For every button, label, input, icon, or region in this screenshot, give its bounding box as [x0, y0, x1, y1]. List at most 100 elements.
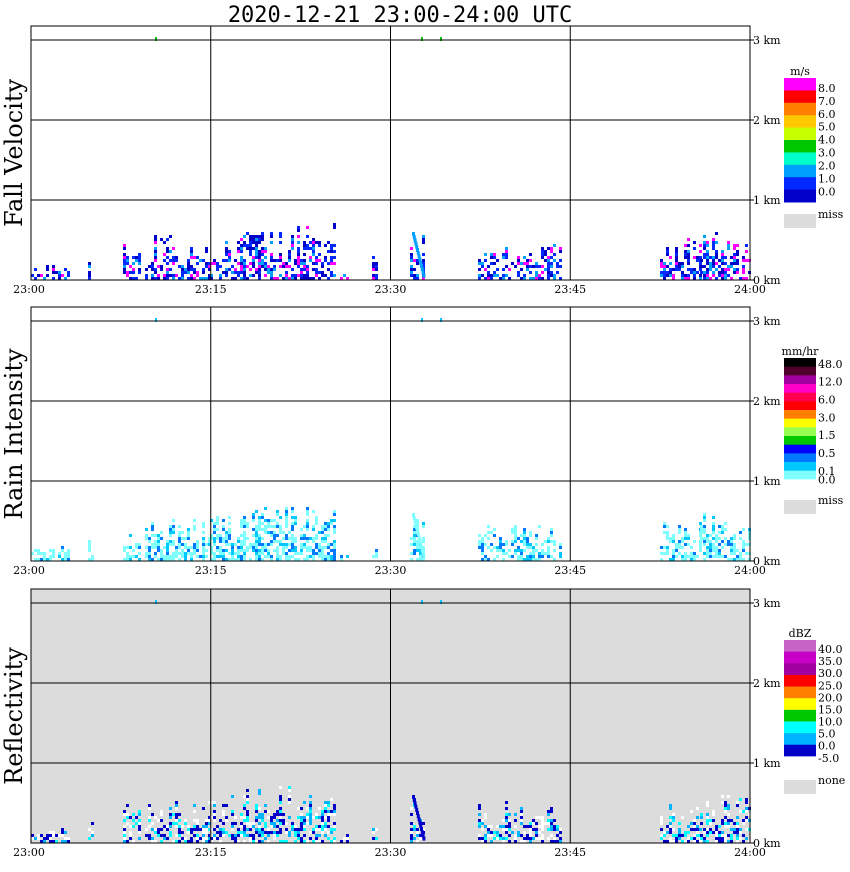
echo-cell	[190, 274, 193, 277]
echo-cell	[375, 274, 378, 277]
echo-cell	[340, 277, 343, 280]
echo-cell	[715, 262, 718, 265]
echo-cell	[148, 549, 151, 552]
echo-cell	[148, 807, 151, 810]
echo-cell	[216, 825, 219, 828]
echo-cell	[123, 831, 126, 834]
echo-cell	[258, 813, 261, 816]
echo-cell	[736, 825, 739, 828]
echo-cell	[547, 552, 550, 555]
echo-cell	[730, 840, 733, 843]
echo-cell	[208, 274, 211, 277]
echo-cell	[240, 259, 243, 262]
echo-cell	[228, 250, 231, 253]
echo-cell	[246, 522, 249, 525]
legend-swatch	[784, 384, 816, 394]
echo-cell	[123, 546, 126, 549]
echo-cell	[132, 271, 135, 274]
echo-cell	[505, 819, 508, 822]
echo-cell	[672, 834, 675, 837]
echo-cell	[123, 549, 126, 552]
echo-cell	[219, 540, 222, 543]
echo-cell	[699, 277, 702, 280]
echo-cell	[264, 528, 267, 531]
echo-cell	[315, 543, 318, 546]
legend-swatch	[784, 401, 816, 411]
echo-cell	[703, 558, 706, 561]
echo-cell	[678, 834, 681, 837]
echo-cell	[172, 262, 175, 265]
echo-cell	[481, 837, 484, 840]
echo-cell	[700, 271, 703, 274]
echo-cell	[282, 819, 285, 822]
echo-cell	[135, 816, 138, 819]
echo-cell	[413, 837, 416, 840]
echo-cell	[736, 801, 739, 804]
echo-cell	[340, 840, 343, 843]
echo-cell	[681, 262, 684, 265]
echo-cell	[273, 831, 276, 834]
echo-cell	[261, 831, 264, 834]
echo-cell	[321, 819, 324, 822]
echo-cell	[252, 837, 255, 840]
echo-cell	[559, 840, 562, 843]
echo-cell	[742, 543, 745, 546]
echo-cell	[303, 543, 306, 546]
echo-cell	[693, 552, 696, 555]
echo-cell	[252, 528, 255, 531]
echo-cell	[216, 837, 219, 840]
echo-cell	[330, 244, 333, 247]
echo-cell	[243, 540, 246, 543]
echo-cell	[210, 552, 213, 555]
echo-cell	[499, 546, 502, 549]
echo-cell	[303, 822, 306, 825]
echo-cell	[699, 244, 702, 247]
legend-miss-label: none	[818, 774, 845, 787]
echo-cell	[216, 268, 219, 271]
echo-cell	[706, 271, 709, 274]
echo-cell	[243, 795, 246, 798]
echo-cell	[410, 543, 413, 546]
echo-cell	[706, 828, 709, 831]
echo-cell	[675, 256, 678, 259]
echo-cell	[246, 798, 249, 801]
echo-cell	[312, 831, 315, 834]
echo-cell	[225, 268, 228, 271]
echo-cell	[730, 265, 733, 268]
echo-cell	[145, 537, 148, 540]
echo-cell	[129, 546, 132, 549]
echo-cell	[187, 831, 190, 834]
echo-cell	[727, 540, 730, 543]
echo-cell	[172, 558, 175, 561]
echo-cell	[169, 543, 172, 546]
echo-cell	[715, 256, 718, 259]
echo-cell	[34, 277, 37, 280]
echo-cell	[523, 549, 526, 552]
echo-cell	[279, 786, 282, 789]
echo-cell	[375, 555, 378, 558]
echo-cell	[663, 274, 666, 277]
echo-cell	[126, 555, 129, 558]
echo-cell	[252, 238, 255, 241]
echo-cell	[261, 253, 264, 256]
echo-cell	[413, 519, 417, 524]
echo-cell	[190, 837, 193, 840]
echo-cell	[91, 834, 94, 837]
echo-cell	[225, 253, 228, 256]
echo-cell	[678, 543, 681, 546]
echo-cell	[132, 549, 135, 552]
echo-cell	[178, 819, 181, 822]
echo-cell	[706, 250, 709, 253]
echo-cell	[255, 247, 258, 250]
echo-cell	[61, 828, 64, 831]
echo-cell	[660, 819, 663, 822]
legend-swatch	[784, 358, 816, 368]
echo-cell	[684, 834, 687, 837]
echo-cell	[288, 795, 291, 798]
echo-cell	[666, 271, 669, 274]
echo-cell	[715, 268, 718, 271]
legend-swatch	[784, 177, 816, 191]
echo-cell	[315, 256, 318, 259]
echo-cell	[129, 265, 132, 268]
echo-cell	[727, 822, 730, 825]
